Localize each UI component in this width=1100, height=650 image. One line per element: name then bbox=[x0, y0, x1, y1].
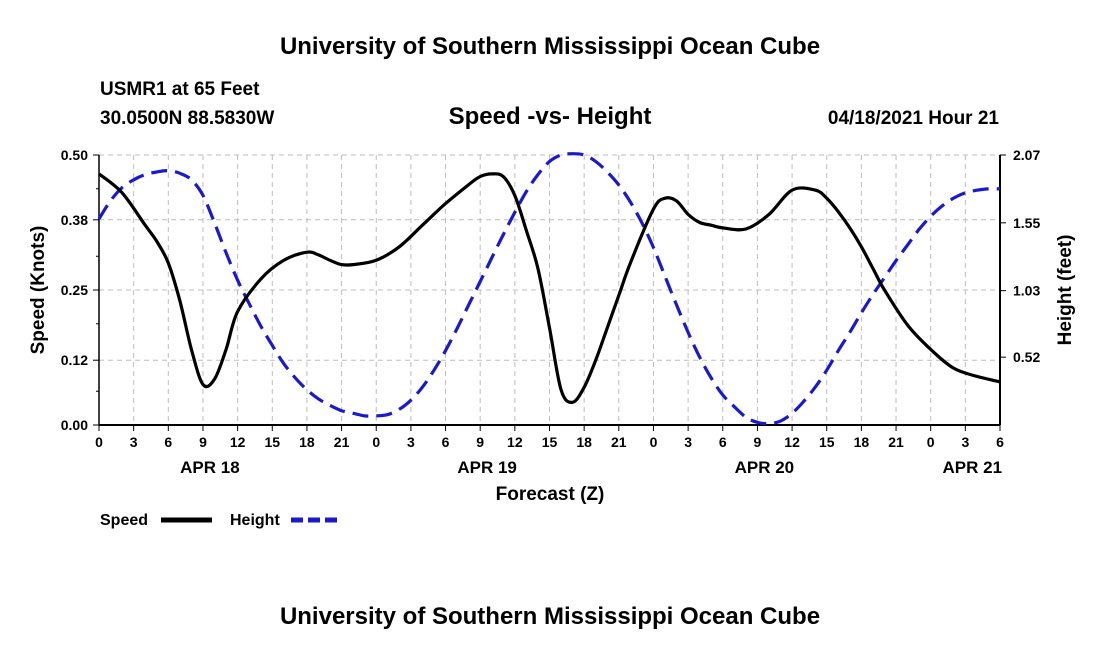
footer-title: University of Southern Mississippi Ocean… bbox=[280, 603, 820, 630]
x-tick-label: 0 bbox=[927, 434, 935, 450]
x-tick-label: 15 bbox=[542, 434, 558, 450]
x-tick-label: 6 bbox=[164, 434, 172, 450]
y2-tick-label: 0.52 bbox=[1013, 349, 1040, 365]
x-tick-label: 3 bbox=[130, 434, 138, 450]
speed-series-line bbox=[98, 172, 1001, 405]
grid bbox=[99, 154, 1000, 425]
x-tick-label: 12 bbox=[230, 434, 246, 450]
y-tick-label: 0.25 bbox=[61, 282, 88, 298]
x-tick-label: 6 bbox=[442, 434, 450, 450]
y-tick-label: 0.00 bbox=[61, 417, 88, 433]
x-tick-label: 3 bbox=[407, 434, 415, 450]
x-tick-label: 6 bbox=[996, 434, 1004, 450]
x-tick-label: 21 bbox=[888, 434, 904, 450]
y2-tick-label: 1.55 bbox=[1013, 215, 1040, 231]
x-tick-label: 3 bbox=[961, 434, 969, 450]
date-label: APR 21 bbox=[943, 458, 1003, 477]
x-tick-label: 3 bbox=[684, 434, 692, 450]
x-tick-label: 18 bbox=[576, 434, 592, 450]
legend-speed-label: Speed bbox=[100, 512, 148, 529]
x-axis-label: Forecast (Z) bbox=[496, 484, 605, 505]
y-tick-label: 0.50 bbox=[61, 147, 88, 163]
x-tick-label: 0 bbox=[95, 434, 103, 450]
x-tick-label: 9 bbox=[754, 434, 762, 450]
legend-height-label: Height bbox=[230, 512, 280, 529]
date-label: APR 19 bbox=[457, 458, 517, 477]
y-axis-label: Speed (Knots) bbox=[28, 226, 49, 355]
page-title: University of Southern Mississippi Ocean… bbox=[280, 33, 820, 60]
y-tick-label: 0.12 bbox=[61, 352, 88, 368]
y2-axis-label: Height (feet) bbox=[1055, 235, 1076, 346]
station-label: USMR1 at 65 Feet bbox=[100, 79, 260, 100]
x-tick-label: 18 bbox=[299, 434, 315, 450]
y-tick-label: 0.38 bbox=[61, 212, 88, 228]
x-tick-label: 12 bbox=[784, 434, 800, 450]
x-tick-label: 15 bbox=[819, 434, 835, 450]
legend: Speed Height bbox=[100, 512, 342, 529]
y2-tick-label: 1.03 bbox=[1013, 283, 1040, 299]
x-tick-label: 9 bbox=[199, 434, 207, 450]
x-tick-label: 21 bbox=[334, 434, 350, 450]
datetime-label: 04/18/2021 Hour 21 bbox=[828, 108, 1000, 129]
x-tick-label: 15 bbox=[264, 434, 280, 450]
axes: 0.00 0.12 0.25 0.38 0.50 0.52 1.03 1.55 2.07 0 3 6 9… bbox=[61, 147, 1041, 477]
x-tick-label: 21 bbox=[611, 434, 627, 450]
x-tick-label: 18 bbox=[854, 434, 870, 450]
date-label: APR 18 bbox=[180, 458, 240, 477]
height-series-line bbox=[97, 152, 1001, 426]
y2-tick-label: 2.07 bbox=[1013, 147, 1040, 163]
date-label: APR 20 bbox=[735, 458, 795, 477]
coordinates-label: 30.0500N 88.5830W bbox=[100, 108, 274, 129]
x-tick-label: 0 bbox=[650, 434, 658, 450]
x-tick-label: 0 bbox=[372, 434, 380, 450]
x-tick-label: 6 bbox=[719, 434, 727, 450]
x-tick-label: 12 bbox=[507, 434, 523, 450]
chart-title: Speed -vs- Height bbox=[449, 103, 652, 130]
x-tick-label: 9 bbox=[476, 434, 484, 450]
series-lines bbox=[97, 152, 1001, 426]
